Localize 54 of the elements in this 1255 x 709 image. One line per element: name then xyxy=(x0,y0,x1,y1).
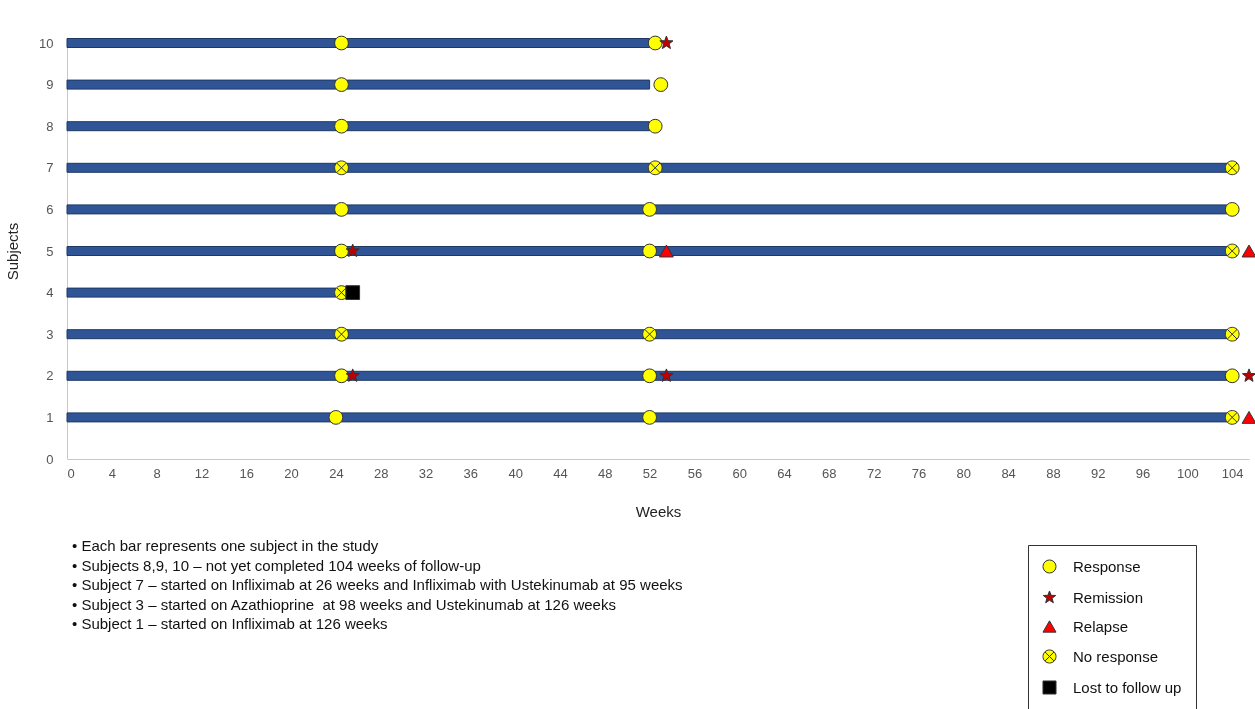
bar xyxy=(66,287,337,298)
text: • Subject 7 – started on Infliximab at 26 weeks and Infliximab with Ustekinumab at 95 weeks xyxy=(72,575,683,595)
x-tick-label: 32 xyxy=(418,465,434,481)
x-tick-label: 36 xyxy=(463,465,479,481)
y-tick-label: 8 xyxy=(46,118,54,134)
text: • Subject 1 – started on Infliximab at 126 weeks xyxy=(72,614,389,634)
x-tick-label: 96 xyxy=(1135,465,1151,481)
x-tick-label: 12 xyxy=(194,465,210,481)
x-tick-label: 92 xyxy=(1091,465,1106,481)
x-tick-label: 4 xyxy=(108,465,116,481)
x-tick-label: 104 xyxy=(1221,465,1244,481)
legend-label: Lost to follow up xyxy=(1073,678,1182,696)
x-tick-label: 68 xyxy=(822,465,837,481)
x-tick-label: 24 xyxy=(329,465,344,481)
y-tick-label: 6 xyxy=(46,201,54,217)
y-tick-label: 1 xyxy=(46,409,54,425)
legend-label: Relapse xyxy=(1073,617,1129,635)
y-tick-label: 4 xyxy=(46,285,54,301)
legend-label: Response xyxy=(1073,557,1141,575)
y-axis-title: Subjects xyxy=(4,222,22,281)
x-axis-title: Weeks xyxy=(635,502,682,520)
y-tick-label: 10 xyxy=(39,35,54,51)
x-tick-label: 52 xyxy=(642,465,658,481)
y-tick-label: 0 xyxy=(46,451,54,467)
text: • Subjects 8,9, 10 – not yet completed 104 weeks of follow-up xyxy=(72,555,482,575)
x-tick-label: 56 xyxy=(687,465,703,481)
x-tick-label: 76 xyxy=(911,465,927,481)
y-tick-label: 2 xyxy=(46,368,54,384)
bar xyxy=(66,121,651,132)
text: • Subject 3 – started on Azathioprine at 98 weeks and Ustekinumab at 126 weeks xyxy=(72,594,617,614)
x-tick-label: 0 xyxy=(67,465,75,481)
x-tick-label: 88 xyxy=(1046,465,1061,481)
bar xyxy=(66,79,651,90)
x-tick-label: 80 xyxy=(956,465,972,481)
x-tick-label: 16 xyxy=(239,465,254,481)
x-tick-label: 20 xyxy=(284,465,299,481)
x-tick-label: 84 xyxy=(1001,465,1016,481)
x-tick-label: 28 xyxy=(373,465,389,481)
y-tick-label: 3 xyxy=(46,326,54,342)
y-tick-label: 9 xyxy=(46,77,54,93)
bar xyxy=(66,38,651,48)
x-tick-label: 8 xyxy=(153,465,161,481)
x-tick-label: 100 xyxy=(1177,465,1199,481)
legend-label: No response xyxy=(1073,647,1159,665)
x-tick-label: 44 xyxy=(553,465,568,481)
y-tick-label: 7 xyxy=(46,160,54,176)
x-tick-label: 60 xyxy=(732,465,747,481)
x-tick-label: 64 xyxy=(777,465,792,481)
legend-label: Remission xyxy=(1073,588,1144,606)
x-tick-label: 48 xyxy=(598,465,613,481)
x-tick-label: 40 xyxy=(508,465,523,481)
text: • Each bar represents one subject in the study xyxy=(72,536,380,556)
x-tick-label: 72 xyxy=(866,465,882,481)
y-tick-label: 5 xyxy=(46,243,54,259)
